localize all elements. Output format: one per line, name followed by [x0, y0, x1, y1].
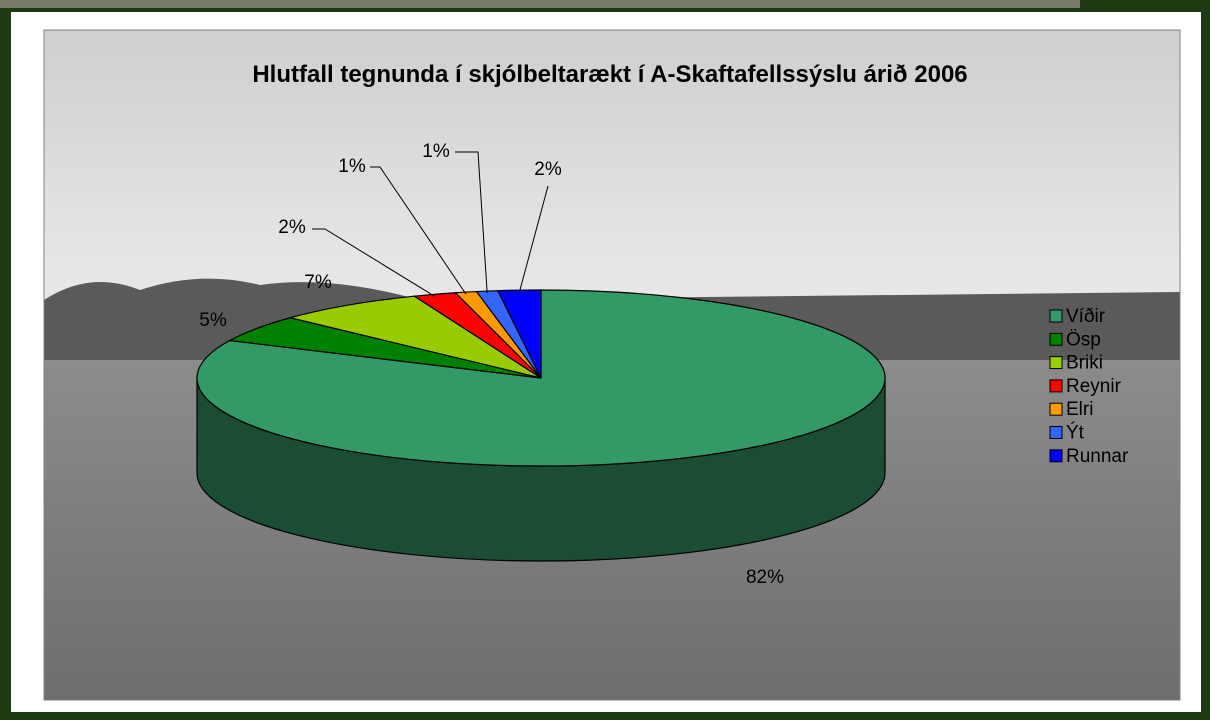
chart-title: Hlutfall tegnunda í skjólbeltarækt í A-S… [252, 61, 968, 88]
photo-edge [0, 0, 1080, 8]
data-label: 82% [746, 567, 784, 588]
legend-swatch [1049, 402, 1063, 416]
legend-label: Runnar [1066, 446, 1129, 467]
data-label: 5% [199, 310, 227, 331]
data-label: 7% [304, 272, 332, 293]
data-label: 1% [422, 141, 450, 162]
legend-label: Reynir [1066, 376, 1122, 397]
legend-swatch [1049, 379, 1063, 393]
legend-label: Elri [1066, 399, 1093, 420]
leader-line [370, 166, 467, 295]
legend-swatch [1049, 309, 1063, 323]
leader-line [455, 151, 488, 294]
legend-swatch [1049, 332, 1063, 346]
pie-slice [496, 289, 542, 379]
legend-label: Víðir [1066, 306, 1106, 327]
legend-label: Briki [1066, 353, 1103, 374]
plot-border [43, 29, 1181, 701]
data-label: 2% [278, 217, 306, 238]
legend-swatch [1049, 426, 1063, 439]
leader-line [312, 228, 435, 297]
data-label: 1% [338, 156, 366, 177]
pie-slice [290, 295, 542, 379]
legend-swatch [1049, 449, 1063, 463]
leader-line [518, 185, 549, 293]
legend-label: Ýt [1066, 423, 1085, 444]
data-label: 2% [534, 159, 562, 180]
legend-label: Ösp [1066, 329, 1101, 350]
legend-swatch [1049, 356, 1063, 370]
